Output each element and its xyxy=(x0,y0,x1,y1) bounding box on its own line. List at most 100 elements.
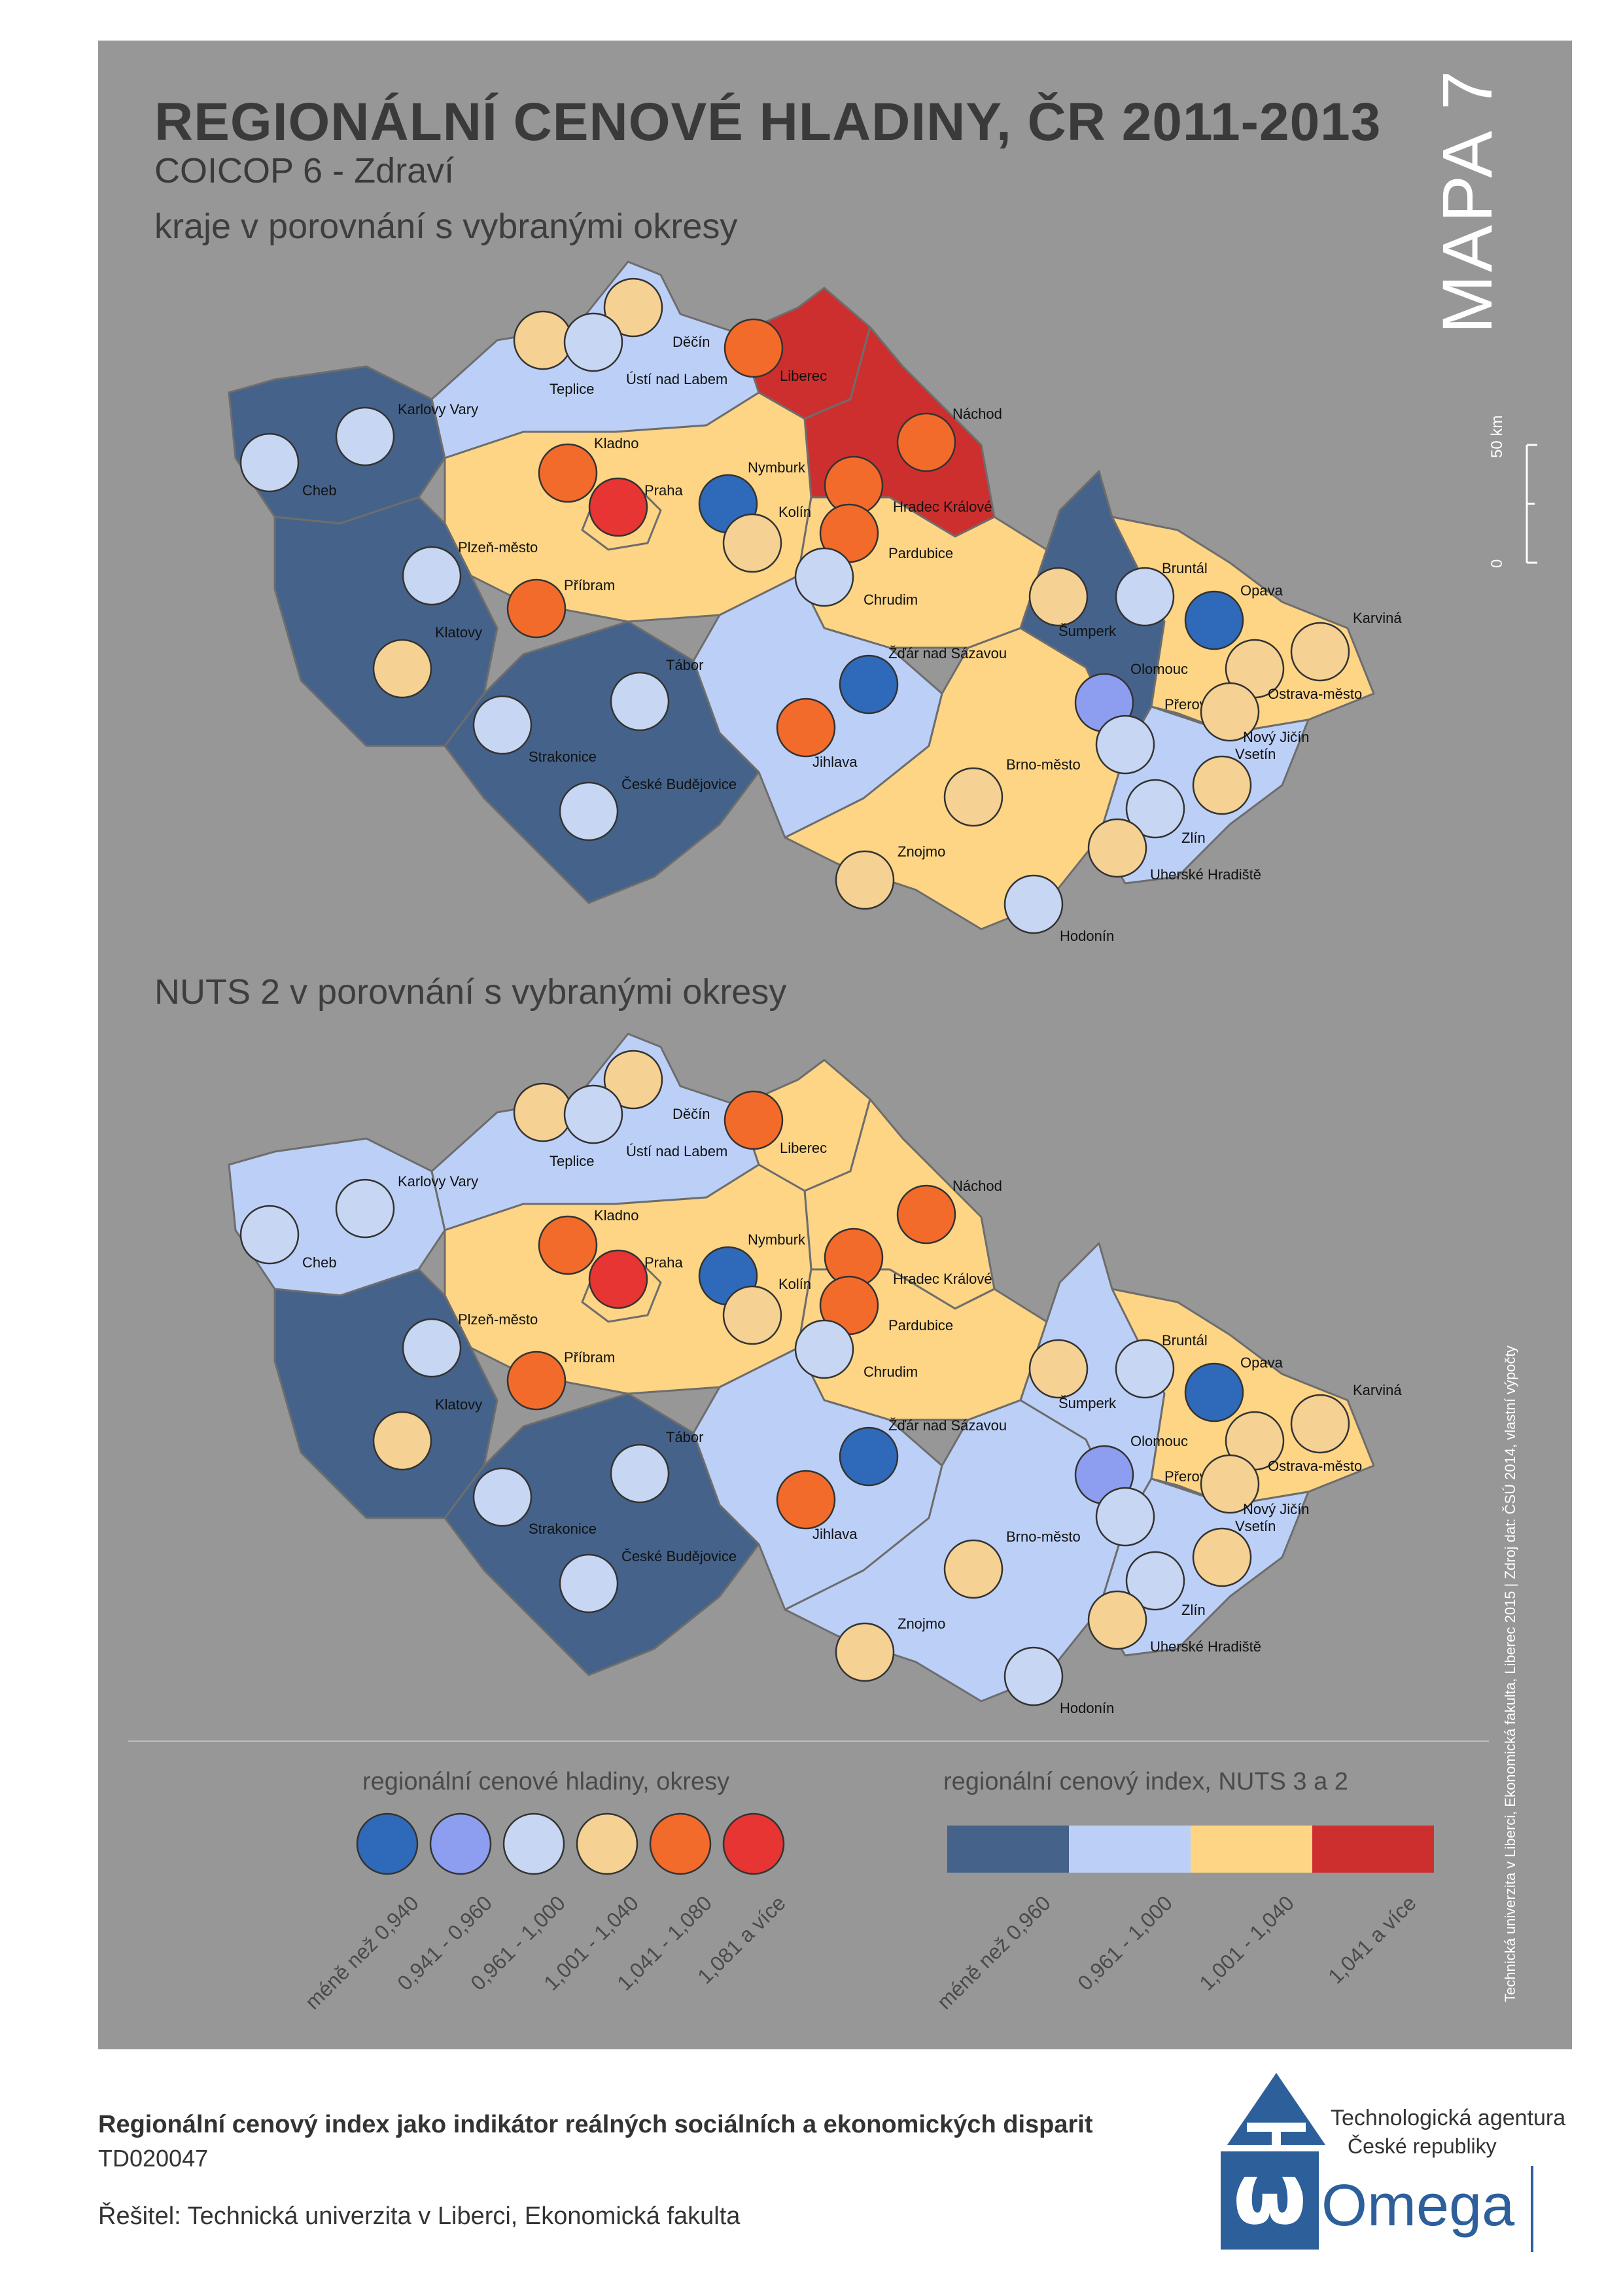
legend-district-swatch xyxy=(429,1812,492,1875)
district-label: Teplice xyxy=(550,1153,594,1169)
district-label: Hradec Králové xyxy=(893,1271,992,1287)
district-circle xyxy=(943,1539,1003,1599)
district-label: Olomouc xyxy=(1130,661,1188,677)
district-label: České Budějovice xyxy=(621,776,737,792)
district-label: Jihlava xyxy=(812,1526,858,1542)
district-circle xyxy=(563,312,623,372)
district-label: Kladno xyxy=(594,1207,639,1224)
district-circle xyxy=(402,1318,462,1378)
district-circle xyxy=(472,695,532,755)
legend-district-swatch xyxy=(356,1812,419,1875)
district-circle xyxy=(1184,590,1244,650)
district-label: Klatovy xyxy=(435,624,482,641)
logo-divider xyxy=(1531,2166,1533,2252)
district-label: Tábor xyxy=(666,657,703,673)
district-label: Nový Jičín xyxy=(1243,729,1309,745)
district-label: Olomouc xyxy=(1130,1433,1188,1449)
svg-text:ω: ω xyxy=(1233,2144,1307,2244)
district-label: Praha xyxy=(644,1254,683,1271)
district-circle xyxy=(1192,755,1252,815)
district-circle xyxy=(724,1090,784,1150)
district-label: Přerov xyxy=(1164,1468,1207,1485)
district-label: Ostrava-město xyxy=(1268,1458,1362,1474)
district-label: Náchod xyxy=(952,1178,1002,1194)
district-circle xyxy=(588,1249,648,1309)
district-label: Ostrava-město xyxy=(1268,686,1362,702)
agency-name: Technologická agentura xyxy=(1331,2106,1566,2130)
district-label: Strakonice xyxy=(529,749,597,765)
district-label: Šumperk xyxy=(1058,623,1117,639)
legend-regions-title: regionální cenový index, NUTS 3 a 2 xyxy=(943,1768,1348,1795)
district-label: Kladno xyxy=(594,435,639,451)
district-label: Žďár nad Sázavou xyxy=(888,1417,1007,1434)
region-jihocesky xyxy=(444,620,760,904)
district-label: Kolín xyxy=(778,504,811,520)
district-label: Děčín xyxy=(672,1106,710,1122)
district-circle xyxy=(610,1443,670,1504)
district-label: Příbram xyxy=(564,1349,615,1366)
district-circle xyxy=(839,1426,899,1487)
legend-district-swatch xyxy=(502,1812,565,1875)
district-label: České Budějovice xyxy=(621,1548,737,1564)
district-circle xyxy=(1290,622,1350,682)
district-circle xyxy=(835,1622,895,1682)
district-label: Ústí nad Labem xyxy=(626,371,727,387)
district-label: Nymburk xyxy=(748,1231,806,1248)
legend-districts-title: regionální cenové hladiny, okresy xyxy=(362,1768,730,1795)
district-label: Praha xyxy=(644,482,683,499)
district-circle xyxy=(722,1285,782,1345)
district-label: Karviná xyxy=(1353,1382,1402,1398)
district-circle xyxy=(1087,1590,1147,1650)
district-circle xyxy=(722,513,782,573)
district-label: Cheb xyxy=(302,1254,337,1271)
district-circle xyxy=(794,1319,854,1379)
tacr-logo-icon: ω xyxy=(1221,2073,1325,2250)
district-circle xyxy=(603,1050,663,1110)
district-circle xyxy=(563,1084,623,1144)
district-label: Jihlava xyxy=(812,754,858,770)
district-circle xyxy=(724,318,784,378)
district-label: Bruntál xyxy=(1162,560,1208,576)
district-label: Chrudim xyxy=(864,1364,918,1380)
district-label: Liberec xyxy=(780,368,827,384)
district-circle xyxy=(506,578,567,639)
district-circle xyxy=(776,1470,836,1530)
district-label: Brno-město xyxy=(1006,1528,1081,1545)
legend-region-swatch xyxy=(1312,1826,1434,1873)
district-label: Nový Jičín xyxy=(1243,1501,1309,1517)
district-circle xyxy=(1200,682,1260,742)
district-circle xyxy=(472,1467,532,1527)
district-label: Hradec Králové xyxy=(893,499,992,515)
district-circle xyxy=(839,654,899,715)
page-title: REGIONÁLNÍ CENOVÉ HLADINY, ČR 2011-2013 xyxy=(154,92,1382,152)
legend-district-swatch xyxy=(576,1812,638,1875)
district-label: Chrudim xyxy=(864,592,918,608)
district-label: Brno-město xyxy=(1006,756,1081,773)
district-label: Uherské Hradiště xyxy=(1150,1638,1261,1655)
district-circle xyxy=(943,767,1003,827)
district-label: Pardubice xyxy=(888,545,953,561)
district-circle xyxy=(896,412,956,472)
district-circle xyxy=(1125,1551,1185,1611)
page-subtitle: COICOP 6 - Zdraví xyxy=(154,151,455,190)
district-label: Hodonín xyxy=(1060,928,1114,944)
region-jihocesky xyxy=(444,1392,760,1676)
legend-district-swatch xyxy=(722,1812,785,1875)
district-circle-layer: Děčín Liberec Teplice Ústí nad Labem Náchod K… xyxy=(239,277,1402,944)
project-code: TD020047 xyxy=(98,2145,209,2172)
district-circle xyxy=(538,1215,598,1275)
district-circle xyxy=(1087,818,1147,878)
district-label: Teplice xyxy=(550,381,594,397)
district-label: Znojmo xyxy=(898,843,945,860)
district-circle xyxy=(603,277,663,338)
district-label: Bruntál xyxy=(1162,1332,1208,1349)
district-circle xyxy=(335,1178,395,1239)
district-label: Příbram xyxy=(564,577,615,593)
district-circle xyxy=(1115,1339,1175,1399)
district-label: Zlín xyxy=(1181,830,1206,846)
district-circle xyxy=(1095,715,1155,775)
district-label: Vsetín xyxy=(1235,1518,1276,1534)
legend-swatches xyxy=(356,1812,1434,1875)
district-circle xyxy=(1290,1394,1350,1454)
district-label: Ústí nad Labem xyxy=(626,1143,727,1159)
